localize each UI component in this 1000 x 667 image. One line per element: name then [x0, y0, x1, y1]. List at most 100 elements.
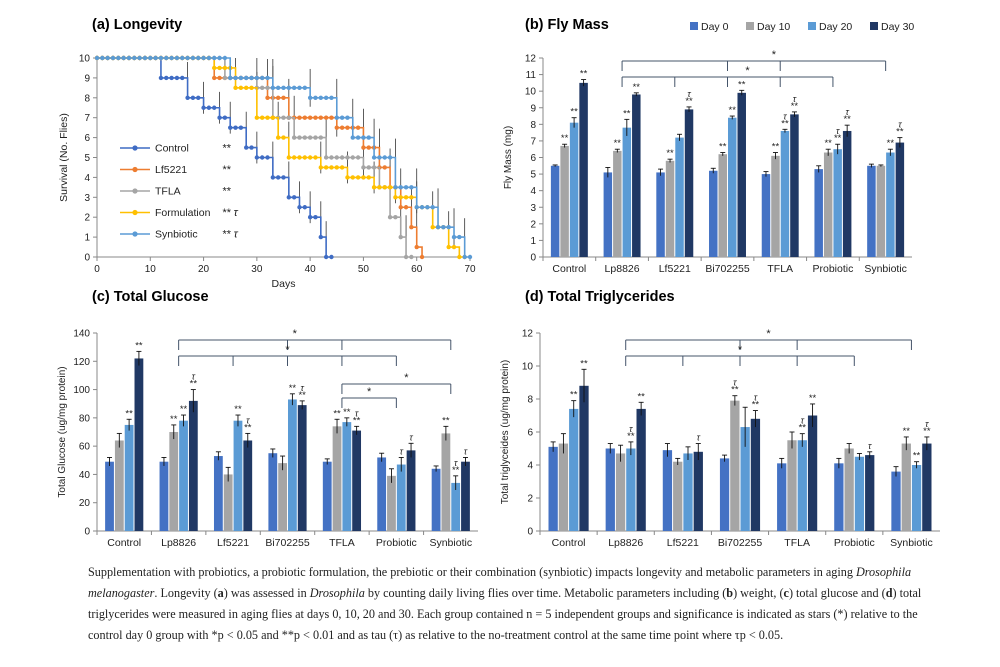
- formulation-marker: [430, 224, 435, 230]
- synbiotic-marker: [100, 55, 105, 61]
- y-tick-label: 7: [530, 136, 536, 147]
- day-10-bar: [278, 463, 287, 531]
- y-tick-label: 2: [530, 219, 536, 230]
- y-tick-label: 7: [84, 113, 90, 124]
- lf5221-marker: [212, 75, 217, 81]
- control-marker: [217, 115, 222, 120]
- synbiotic-marker: [286, 85, 292, 91]
- synbiotic-marker: [158, 55, 164, 61]
- legend-tfla-label: TFLA: [155, 186, 181, 198]
- lf5221-marker: [398, 205, 403, 210]
- legend-day-10-swatch: [746, 22, 754, 30]
- panel-b-title: (b) Fly Mass: [525, 17, 609, 33]
- y-tick-label: 6: [84, 133, 90, 144]
- significance-tau: τ: [409, 432, 413, 442]
- formulation-marker: [307, 155, 313, 160]
- control-marker: [275, 175, 281, 180]
- legend-control-significance: **: [222, 143, 231, 155]
- synbiotic-marker: [387, 155, 393, 160]
- tfla-marker: [398, 234, 403, 240]
- legend-day-10-label: Day 10: [757, 21, 790, 33]
- tfla-marker: [350, 155, 355, 160]
- significance-stars: **: [752, 400, 760, 411]
- significance-tau: τ: [301, 383, 305, 393]
- significance-tau: τ: [845, 107, 849, 117]
- y-tick-label: 9: [84, 73, 90, 84]
- lf5221-marker: [355, 125, 361, 130]
- significance-stars: **: [637, 391, 645, 402]
- legend-synbiotic-significance: ** τ: [222, 229, 239, 241]
- significance-stars: **: [170, 414, 178, 425]
- day-0-bar: [761, 174, 771, 257]
- synbiotic-marker: [297, 85, 302, 91]
- category-label-synbiotic: Synbiotic: [864, 263, 907, 275]
- day-30-bar: [684, 109, 694, 258]
- tfla-marker: [329, 155, 334, 160]
- y-tick-label: 120: [73, 357, 90, 368]
- tfla-marker: [355, 155, 361, 160]
- lf5221-marker: [382, 165, 387, 170]
- day-20-bar: [797, 440, 807, 531]
- day-30-bar: [579, 385, 589, 531]
- y-tick-label: 2: [527, 494, 533, 505]
- formulation-marker: [334, 165, 339, 170]
- panel-d-total-triglycerides-chart: 0 2 4 6 8 10 12 Control Lp8826 Lf5221 Bi702255 TFLA…: [500, 328, 940, 549]
- day-0-bar: [605, 448, 615, 531]
- day-20-bar: [622, 127, 632, 258]
- day-20-bar: [569, 408, 579, 531]
- significance-tau: τ: [192, 372, 196, 382]
- control-marker: [291, 195, 297, 200]
- tfla-marker: [387, 215, 393, 220]
- y-tick-label: 3: [530, 203, 536, 214]
- control-marker: [212, 105, 217, 110]
- y-tick-label: 10: [79, 54, 91, 65]
- formulation-marker: [377, 185, 382, 190]
- bracket-star: *: [404, 372, 409, 384]
- synbiotic-marker: [174, 55, 180, 61]
- day-10-bar: [730, 400, 740, 531]
- synbiotic-marker: [270, 85, 276, 91]
- x-tick-label: 30: [251, 264, 263, 275]
- significance-stars: **: [614, 138, 622, 149]
- day-10-bar: [169, 432, 179, 531]
- significance-stars: **: [843, 114, 851, 125]
- day-20-bar: [342, 422, 352, 531]
- category-label-tfla: TFLA: [767, 263, 793, 275]
- tfla-marker: [361, 165, 366, 170]
- significance-stars: **: [343, 407, 351, 418]
- legend-tfla-significance: **: [222, 186, 231, 198]
- significance-stars: **: [135, 340, 143, 351]
- synbiotic-marker: [217, 55, 222, 61]
- formulation-marker: [361, 175, 366, 180]
- figure-caption: Supplementation with probiotics, a probi…: [88, 565, 922, 642]
- y-tick-label: 12: [522, 329, 534, 340]
- day-20-bar: [288, 399, 297, 531]
- formulation-marker: [233, 85, 238, 91]
- formulation-marker: [313, 155, 318, 160]
- significance-stars: **: [442, 415, 450, 426]
- day-20-bar: [569, 122, 579, 257]
- control-marker: [228, 125, 233, 130]
- synbiotic-marker: [355, 135, 361, 140]
- legend-day-20-swatch: [808, 22, 816, 30]
- tfla-marker: [307, 135, 313, 140]
- significance-tau: τ: [464, 446, 468, 456]
- y-tick-label: 1: [530, 236, 536, 247]
- day-20-bar: [451, 482, 461, 531]
- tfla-marker: [371, 165, 377, 170]
- day-20-bar: [740, 427, 750, 531]
- control-marker: [185, 95, 190, 101]
- significance-tau: τ: [801, 416, 805, 426]
- y-tick-label: 9: [530, 103, 536, 114]
- lf5221-marker: [409, 224, 414, 230]
- significance-tau: τ: [754, 393, 758, 403]
- category-label-synbiotic: Synbiotic: [890, 537, 933, 549]
- synbiotic-marker: [249, 75, 254, 81]
- y-tick-label: 140: [73, 329, 90, 340]
- bracket-star: *: [745, 65, 750, 77]
- synbiotic-marker: [169, 55, 174, 61]
- lf5221-marker: [265, 95, 270, 101]
- lf5221-marker: [281, 95, 286, 101]
- day-30-bar: [632, 94, 641, 257]
- formulation-marker: [387, 185, 393, 190]
